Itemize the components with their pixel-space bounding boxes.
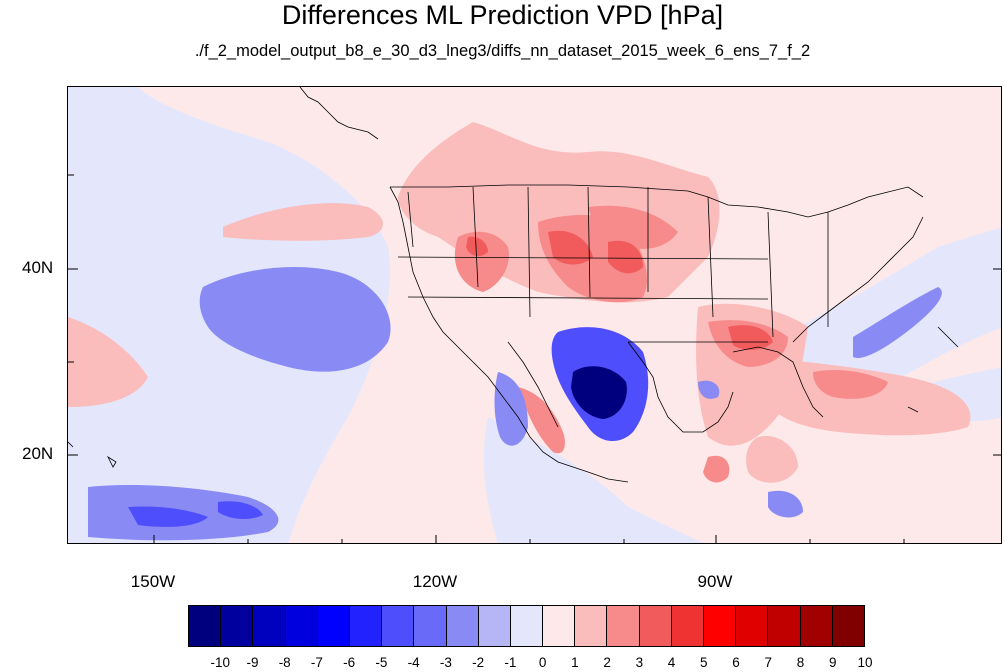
vpd-difference-field — [68, 87, 1001, 543]
map-subtitle: ./f_2_model_output_b8_e_30_d3_lneg3/diff… — [194, 42, 811, 60]
colorbar-tick-label: 6 — [732, 655, 740, 670]
colorbar-swatch — [317, 606, 350, 646]
colorbar-swatch — [253, 606, 286, 646]
colorbar-tick-label: -5 — [375, 655, 388, 670]
negative-strong-areas — [571, 366, 627, 419]
coastlines — [68, 87, 959, 483]
colorbar-tick-label: -3 — [439, 655, 452, 670]
colorbar-swatch — [607, 606, 640, 646]
colorbar-swatch — [639, 606, 672, 646]
colorbar-tick-label: 9 — [828, 655, 837, 670]
colorbar-tick-label: 10 — [857, 655, 873, 670]
lon-label-150w: 150W — [130, 572, 176, 591]
colorbar-swatch — [704, 606, 737, 646]
colorbar — [188, 605, 865, 647]
colorbar-swatch — [832, 606, 864, 646]
colorbar-swatch — [221, 606, 254, 646]
lat-label-40n: 40N — [22, 258, 54, 277]
colorbar-swatch — [768, 606, 801, 646]
lat-label-20n: 20N — [22, 444, 54, 463]
colorbar-swatch — [543, 606, 576, 646]
colorbar-tick-label: -4 — [407, 655, 420, 670]
colorbar-swatch — [285, 606, 318, 646]
colorbar-swatch — [510, 606, 544, 646]
map-panel — [67, 86, 1002, 544]
colorbar-tick-label: 2 — [603, 655, 611, 670]
colorbar-swatch — [382, 606, 415, 646]
colorbar-tick-label: -1 — [504, 655, 517, 670]
colorbar-tick-label: -6 — [343, 655, 356, 670]
colorbar-tick-label: 3 — [635, 655, 644, 670]
colorbar-tick-label: 7 — [764, 655, 773, 670]
axis-ticks — [68, 174, 1001, 543]
colorbar-tick-label: 0 — [538, 655, 547, 670]
colorbar-tick-label: 1 — [571, 655, 579, 670]
colorbar-swatch — [446, 606, 479, 646]
colorbar-tick-label: -9 — [246, 655, 259, 670]
colorbar-swatch — [575, 606, 608, 646]
colorbar-swatch — [800, 606, 833, 646]
positive-strong-areas — [466, 230, 773, 350]
lon-label-120w: 120W — [412, 572, 458, 591]
colorbar-tick-label: 5 — [700, 655, 708, 670]
colorbar-tick-label: -8 — [278, 655, 291, 670]
colorbar-swatch — [671, 606, 704, 646]
colorbar-tick-label: 4 — [667, 655, 676, 670]
colorbar-swatch — [189, 606, 222, 646]
colorbar-swatch — [414, 606, 447, 646]
lon-label-90w: 90W — [697, 572, 733, 591]
colorbar-tick-label: -2 — [472, 655, 485, 670]
colorbar-tick-label: -10 — [210, 655, 230, 670]
colorbar-tick-label: -7 — [310, 655, 323, 670]
colorbar-swatch — [478, 606, 511, 646]
colorbar-swatch — [349, 606, 383, 646]
colorbar-tick-label: 8 — [796, 655, 805, 670]
map-title: Differences ML Prediction VPD [hPa] — [281, 0, 724, 30]
colorbar-swatch — [736, 606, 769, 646]
